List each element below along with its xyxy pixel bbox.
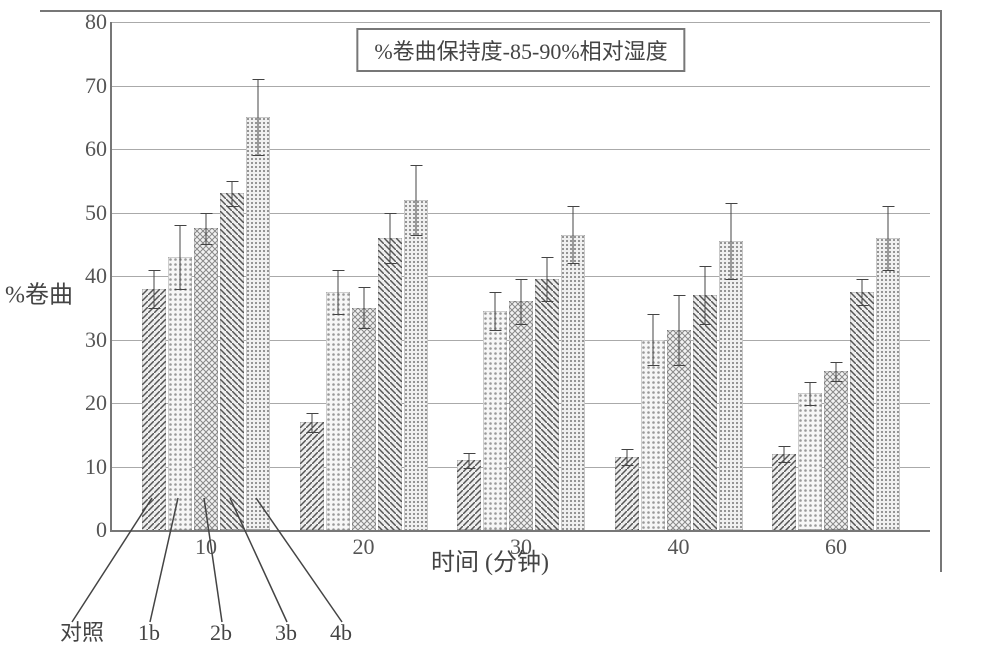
series-label-2b: 2b [210,620,232,645]
gridline [112,86,930,87]
bar-2b [509,301,533,530]
error-bar [469,453,470,468]
bar-对照 [615,457,639,530]
gridline [112,22,930,23]
bar-1b [483,311,507,530]
error-bar [652,314,653,365]
error-bar [154,270,155,308]
error-bar [704,266,705,323]
bar-3b [693,295,717,530]
bar-对照 [772,454,796,530]
error-bar [311,413,312,432]
x-tick-label: 60 [825,534,847,560]
error-bar [784,446,785,463]
error-bar [415,165,416,235]
gridline [112,149,930,150]
series-label-对照: 对照 [60,620,104,645]
chart-container: %卷曲 %卷曲保持度-85-90%相对湿度 [40,10,942,572]
bar-2b [352,308,376,530]
y-tick-label: 50 [67,200,107,226]
error-bar [206,213,207,245]
bar-4b [561,235,585,530]
error-bar [678,295,679,365]
bar-1b [641,340,665,531]
y-tick-label: 60 [67,136,107,162]
error-bar [810,382,811,405]
x-tick-label: 10 [195,534,217,560]
error-bar [180,225,181,289]
error-bar [258,79,259,155]
x-tick-label: 40 [668,534,690,560]
bar-2b [194,228,218,530]
error-bar [862,279,863,304]
error-bar [363,287,364,328]
chart-title: %卷曲保持度-85-90%相对湿度 [356,28,685,72]
y-tick-label: 70 [67,73,107,99]
x-axis-label: 时间 (分钟) [431,542,549,577]
error-bar [573,206,574,263]
series-label-4b: 4b [330,620,352,645]
bar-2b [824,371,848,530]
bar-对照 [457,460,481,530]
bar-1b [168,257,192,530]
plot-area: %卷曲保持度-85-90%相对湿度 [110,22,930,532]
y-tick-label: 40 [67,263,107,289]
error-bar [836,362,837,381]
bar-4b [719,241,743,530]
x-tick-label: 20 [353,534,375,560]
error-bar [521,279,522,323]
y-axis-label: %卷曲 [5,275,73,310]
error-bar [547,257,548,301]
error-bar [626,449,627,464]
series-label-3b: 3b [275,620,297,645]
error-bar [495,292,496,330]
bar-4b [876,238,900,530]
y-tick-label: 20 [67,390,107,416]
bar-3b [220,193,244,530]
bar-3b [850,292,874,530]
bar-4b [246,117,270,530]
bar-4b [404,200,428,530]
series-label-1b: 1b [138,620,160,645]
bar-1b [326,292,350,530]
error-bar [888,206,889,270]
bar-对照 [142,289,166,530]
y-tick-label: 0 [67,517,107,543]
y-tick-label: 10 [67,454,107,480]
error-bar [730,203,731,279]
y-tick-label: 80 [67,9,107,35]
bar-1b [798,393,822,530]
bar-3b [378,238,402,530]
error-bar [337,270,338,314]
error-bar [389,213,390,264]
error-bar [232,181,233,206]
bar-对照 [300,422,324,530]
bar-3b [535,279,559,530]
y-tick-label: 30 [67,327,107,353]
